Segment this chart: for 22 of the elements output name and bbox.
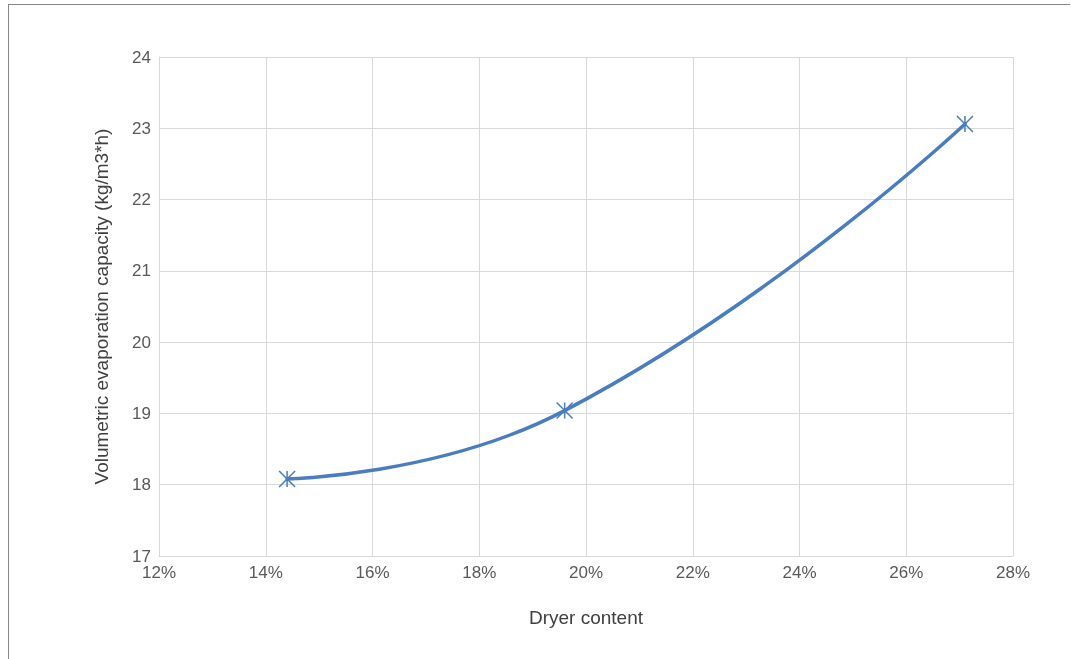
x-tick-label: 26% — [889, 563, 924, 582]
x-tick-label: 22% — [675, 563, 710, 582]
y-tick-label: 22 — [132, 190, 151, 210]
y-tick-label: 23 — [132, 118, 151, 138]
y-tick-label: 18 — [132, 475, 151, 495]
x-tick-label: 24% — [782, 563, 817, 582]
x-tick-label: 14% — [248, 563, 283, 582]
point — [555, 401, 574, 420]
x-tick-label: 18% — [462, 563, 497, 582]
y-tick-label: 17 — [132, 546, 151, 566]
x-tick-label: 16% — [355, 563, 390, 582]
y-tick-label: 21 — [132, 261, 151, 281]
x-tick-label: 12% — [141, 563, 177, 582]
y-axis-title: Volumetric evaporation capacity (kg/m3*h) — [91, 128, 112, 485]
point — [956, 115, 974, 133]
y-tick-label: 24 — [132, 47, 151, 67]
x-tick-label: 20% — [568, 563, 604, 582]
point — [278, 470, 296, 488]
x-tick-label: 28% — [995, 563, 1031, 582]
y-tick-label: 20 — [132, 332, 151, 352]
x-axis-title: Dryer content — [528, 607, 644, 628]
y-tick-label: 19 — [132, 403, 151, 423]
